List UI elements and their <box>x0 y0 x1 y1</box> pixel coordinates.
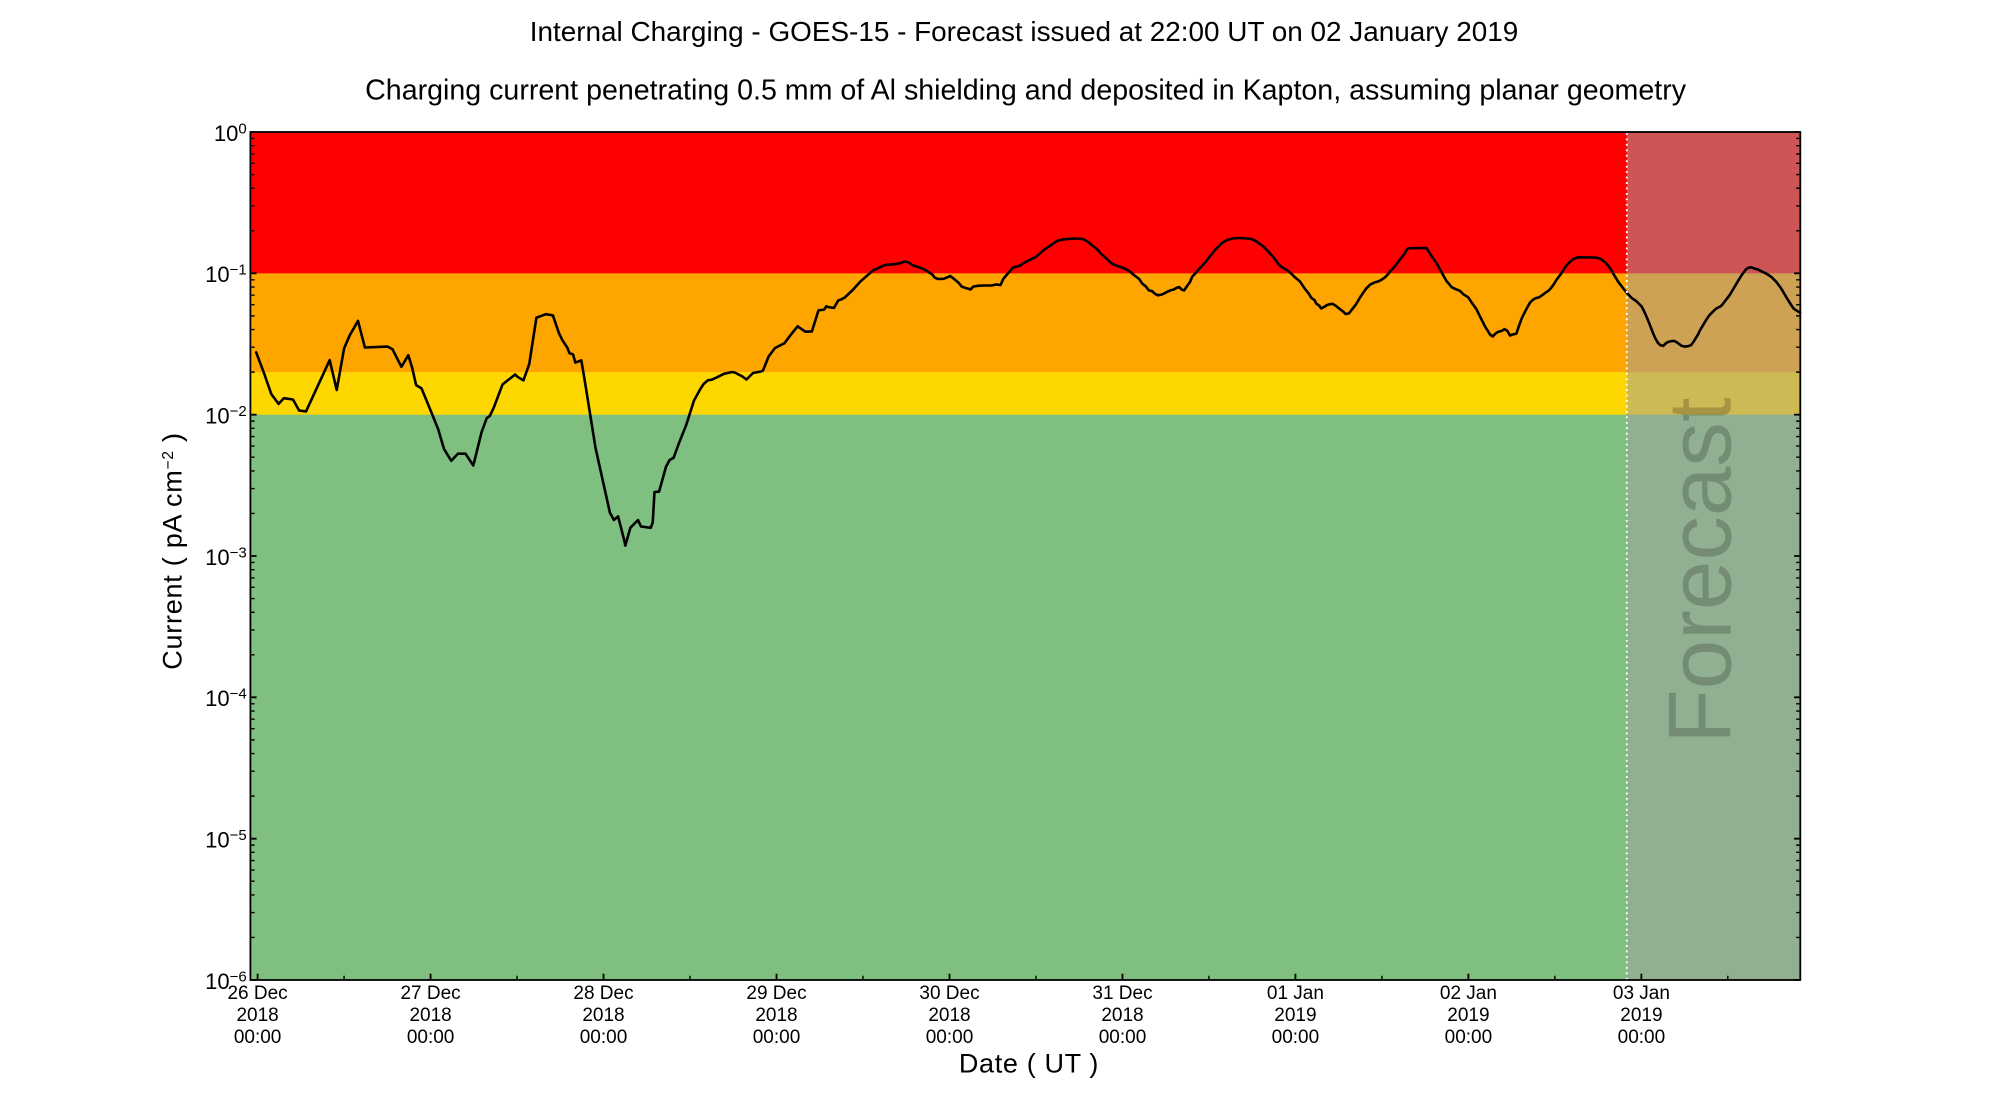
svg-text:Internal Charging - GOES-15 -: Internal Charging - GOES-15 - Forecast i… <box>530 16 1519 47</box>
svg-text:31 Dec: 31 Dec <box>1092 983 1152 1004</box>
svg-text:30 Dec: 30 Dec <box>919 983 979 1004</box>
svg-text:26 Dec: 26 Dec <box>227 983 287 1004</box>
svg-text:02 Jan: 02 Jan <box>1440 983 1497 1004</box>
svg-text:00:00: 00:00 <box>753 1027 801 1048</box>
svg-text:28 Dec: 28 Dec <box>573 983 633 1004</box>
svg-text:Charging current penetrating 0: Charging current penetrating 0.5 mm of A… <box>365 74 1687 106</box>
svg-text:2018: 2018 <box>582 1005 624 1026</box>
svg-text:Current ( pA cm−2 ): Current ( pA cm−2 ) <box>158 432 188 670</box>
svg-text:2018: 2018 <box>928 1005 970 1026</box>
svg-text:27 Dec: 27 Dec <box>400 983 460 1004</box>
svg-text:00:00: 00:00 <box>1272 1027 1320 1048</box>
svg-text:00:00: 00:00 <box>1099 1027 1147 1048</box>
svg-text:00:00: 00:00 <box>1445 1027 1493 1048</box>
svg-text:00:00: 00:00 <box>234 1027 282 1048</box>
svg-text:2019: 2019 <box>1274 1005 1316 1026</box>
svg-text:00:00: 00:00 <box>1618 1027 1666 1048</box>
svg-text:Forecast: Forecast <box>1650 397 1750 743</box>
svg-text:03 Jan: 03 Jan <box>1613 983 1670 1004</box>
svg-text:00:00: 00:00 <box>926 1027 974 1048</box>
svg-text:00:00: 00:00 <box>580 1027 628 1048</box>
svg-text:Date ( UT ): Date ( UT ) <box>959 1048 1099 1078</box>
svg-text:2018: 2018 <box>236 1005 278 1026</box>
svg-text:01 Jan: 01 Jan <box>1267 983 1324 1004</box>
svg-text:29 Dec: 29 Dec <box>746 983 806 1004</box>
svg-text:10−3: 10−3 <box>205 544 247 570</box>
svg-text:2018: 2018 <box>1101 1005 1143 1026</box>
svg-text:2018: 2018 <box>409 1005 451 1026</box>
svg-text:2019: 2019 <box>1447 1005 1489 1026</box>
svg-text:10−1: 10−1 <box>205 262 247 288</box>
svg-text:00:00: 00:00 <box>407 1027 455 1048</box>
svg-text:2018: 2018 <box>755 1005 797 1026</box>
svg-text:2019: 2019 <box>1620 1005 1662 1026</box>
